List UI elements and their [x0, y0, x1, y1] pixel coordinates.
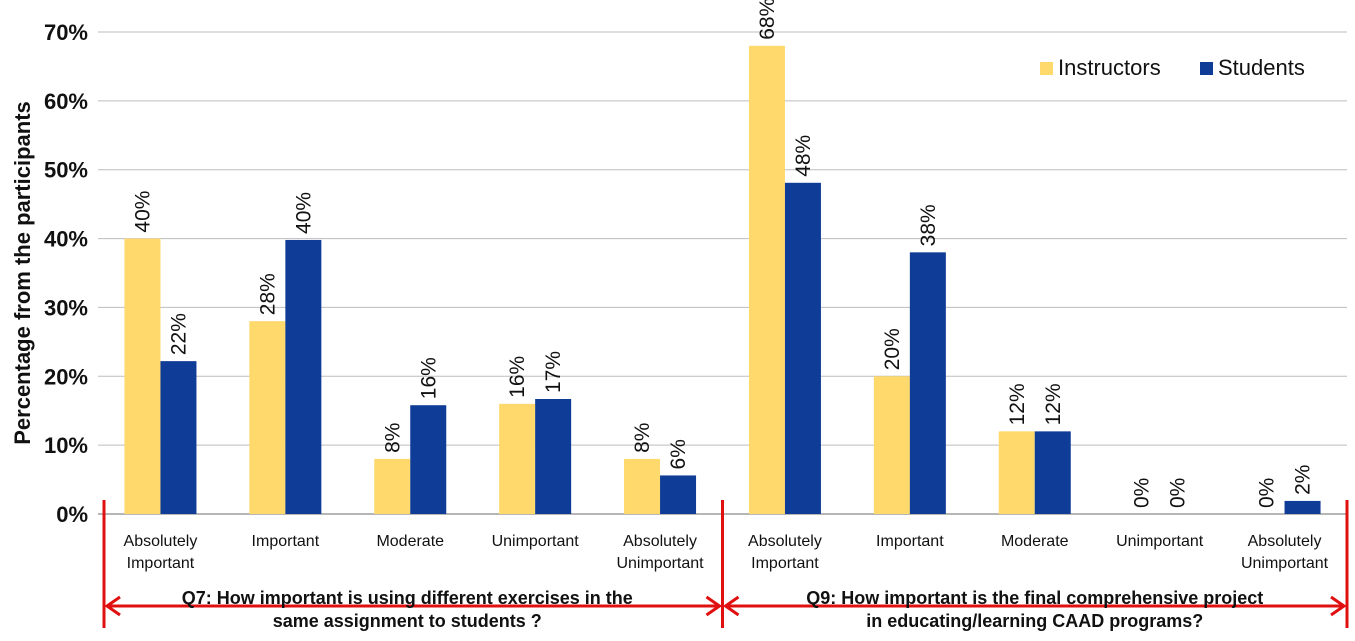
students-data-label: 12%	[1042, 383, 1065, 425]
x-tick-label: Moderate	[1001, 533, 1069, 550]
students-bar	[784, 182, 821, 514]
q9-caption: in educating/learning CAAD programs?	[866, 611, 1203, 631]
legend-label-instructors: Instructors	[1058, 55, 1161, 80]
y-tick-label: 30%	[44, 295, 88, 320]
instructors-bar	[624, 458, 661, 514]
students-data-label: 38%	[917, 204, 940, 246]
q7-arrow-head-left	[104, 595, 121, 617]
y-tick-label: 20%	[44, 364, 88, 389]
y-tick-label: 0%	[56, 502, 88, 527]
legend-swatch-instructors	[1040, 62, 1053, 75]
students-bar	[535, 399, 572, 514]
instructors-bar	[998, 431, 1035, 514]
instructors-data-label: 8%	[381, 423, 404, 453]
q9-caption: Q9: How important is the final comprehen…	[806, 588, 1263, 608]
y-tick-label: 10%	[44, 433, 88, 458]
instructors-data-label: 8%	[631, 423, 654, 453]
x-tick-label: Absolutely	[124, 533, 198, 550]
instructors-data-label: 0%	[1131, 478, 1154, 508]
q7-arrow-head-right	[705, 595, 723, 617]
legend-label-students: Students	[1218, 55, 1305, 80]
q9-arrow-head-right	[1330, 595, 1347, 617]
instructors-data-label: 40%	[131, 191, 154, 233]
students-data-label: 17%	[542, 351, 565, 393]
instructors-bar	[374, 458, 411, 514]
instructors-data-label: 28%	[256, 273, 279, 315]
students-data-label: 2%	[1292, 465, 1315, 495]
instructors-bar	[249, 321, 286, 514]
x-tick-label: Unimportant	[1116, 533, 1204, 550]
students-bar	[1284, 500, 1321, 514]
q7-caption: Q7: How important is using different exe…	[182, 588, 633, 608]
q9-arrow-head-left	[722, 595, 740, 617]
q7-caption: same assignment to students ?	[273, 611, 542, 631]
x-tick-label: Moderate	[376, 533, 444, 550]
x-tick-label: Unimportant	[1241, 555, 1329, 572]
x-tick-label: Important	[751, 555, 819, 572]
students-bar	[410, 405, 447, 514]
instructors-data-label: 20%	[881, 328, 904, 370]
students-data-label: 0%	[1167, 478, 1190, 508]
students-data-label: 22%	[167, 313, 190, 355]
instructors-data-label: 0%	[1256, 478, 1279, 508]
x-tick-label: Important	[876, 533, 944, 550]
instructors-data-label: 12%	[1006, 383, 1029, 425]
instructors-data-label: 68%	[756, 0, 779, 40]
instructors-bar	[124, 238, 161, 515]
x-tick-label: Unimportant	[616, 555, 704, 572]
students-data-label: 48%	[792, 135, 815, 177]
x-tick-label: Unimportant	[492, 533, 580, 550]
students-data-label: 16%	[417, 357, 440, 399]
students-bar	[160, 361, 197, 514]
y-axis-title: Percentage from the participants	[10, 101, 35, 445]
y-tick-label: 60%	[44, 89, 88, 114]
y-tick-label: 50%	[44, 158, 88, 183]
x-tick-label: Absolutely	[748, 533, 822, 550]
instructors-bar	[499, 403, 536, 514]
students-bar	[285, 239, 322, 514]
x-tick-label: Absolutely	[623, 533, 697, 550]
students-bar	[1034, 431, 1071, 514]
instructors-bar	[873, 376, 910, 514]
students-data-label: 40%	[292, 192, 315, 234]
x-tick-label: Absolutely	[1248, 533, 1322, 550]
students-bar	[909, 252, 946, 515]
x-tick-label: Important	[252, 533, 320, 550]
students-bar	[660, 475, 697, 514]
instructors-bar	[748, 45, 785, 515]
y-tick-label: 40%	[44, 227, 88, 252]
students-data-label: 6%	[667, 439, 690, 469]
y-tick-label: 70%	[44, 20, 88, 45]
x-tick-label: Important	[127, 555, 195, 572]
instructors-data-label: 16%	[506, 356, 529, 398]
legend-swatch-students	[1200, 62, 1213, 75]
